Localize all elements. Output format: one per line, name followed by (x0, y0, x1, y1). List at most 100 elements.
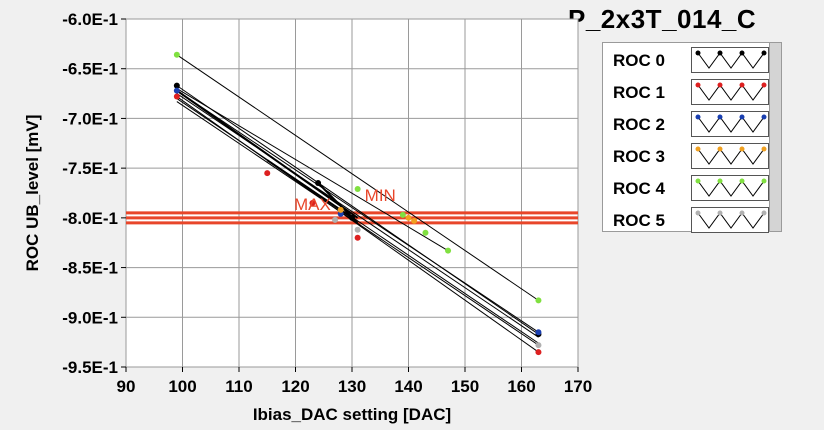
legend-label: ROC 1 (613, 83, 665, 102)
legend-label: ROC 5 (613, 211, 665, 230)
y-tick-label: -6.5E-1 (62, 60, 118, 79)
x-tick-label: 160 (507, 377, 535, 396)
legend-scrollbar[interactable] (769, 43, 781, 231)
series-line (176, 89, 359, 219)
legend-swatch (691, 111, 769, 137)
legend-marker (717, 178, 723, 184)
legend-label: ROC 0 (613, 51, 665, 70)
legend-swatch-graphic (695, 114, 767, 133)
legend-line (697, 148, 765, 165)
legend-swatch-graphic (695, 82, 767, 101)
legend: ROC 0 ROC 1 ROC 2 ROC 3 ROC 4 ROC 5 (602, 42, 782, 235)
legend-marker (739, 114, 745, 120)
plot-area: MAX MIN (125, 18, 579, 368)
legend-marker (695, 178, 701, 184)
legend-item[interactable]: ROC 3 (603, 141, 771, 171)
y-tick-label: -7.0E-1 (62, 109, 118, 128)
legend-swatch (691, 79, 769, 105)
legend-marker (695, 114, 701, 120)
legend-marker (717, 146, 723, 152)
legend-item[interactable]: ROC 1 (603, 77, 771, 107)
data-point (399, 211, 406, 218)
x-axis-title: Ibias_DAC setting [DAC] (253, 405, 451, 424)
data-point (173, 82, 180, 89)
legend-marker (695, 82, 701, 88)
data-point (411, 217, 418, 224)
legend-line (697, 52, 765, 69)
y-tick-label: -8.0E-1 (62, 209, 118, 228)
legend-line (697, 84, 765, 101)
legend-marker (739, 210, 745, 216)
x-axis: 90 100 110 120 130 140 150 160 170 (117, 367, 592, 396)
x-tick-label: 90 (117, 377, 136, 396)
data-point (264, 170, 271, 177)
data-point (422, 229, 429, 236)
y-tick-label: -7.5E-1 (62, 159, 118, 178)
x-tick-label: 100 (168, 377, 196, 396)
legend-marker (739, 178, 745, 184)
legend-marker (739, 82, 745, 88)
legend-marker (739, 50, 745, 56)
data-point (535, 329, 542, 336)
x-tick-label: 150 (451, 377, 479, 396)
legend-marker (761, 114, 767, 120)
data-point (354, 186, 361, 193)
y-axis: -6.0E-1 -6.5E-1 -7.0E-1 -7.5E-1 -8.0E-1 -8.5E… (62, 10, 126, 377)
legend-swatch (691, 47, 769, 73)
y-axis-title: ROC UB_level [mV] (23, 115, 42, 272)
legend-line (697, 212, 765, 229)
legend-marker (717, 50, 723, 56)
data-point (535, 342, 542, 349)
data-point (173, 87, 180, 94)
legend-marker (761, 82, 767, 88)
series-line (176, 88, 449, 252)
legend-item[interactable]: ROC 2 (603, 109, 771, 139)
data-point (445, 247, 452, 254)
legend-item[interactable]: ROC 0 (603, 45, 771, 75)
chart-title: P_2x3T_014_C (568, 4, 757, 34)
series-line (266, 159, 353, 219)
x-tick-label: 130 (338, 377, 366, 396)
legend-marker (739, 146, 745, 152)
y-tick-label: -9.5E-1 (62, 358, 118, 377)
data-point (405, 214, 412, 221)
x-tick-label: 110 (225, 377, 252, 396)
data-point (349, 214, 355, 221)
data-point (354, 226, 361, 233)
legend-label: ROC 2 (613, 115, 665, 134)
legend-label: ROC 3 (613, 147, 665, 166)
legend-marker (761, 50, 767, 56)
legend-line (697, 180, 765, 197)
series-line (176, 90, 539, 333)
legend-marker (695, 146, 701, 152)
legend-item[interactable]: ROC 5 (603, 205, 771, 235)
data-point (173, 93, 180, 100)
data-point (332, 216, 339, 223)
legend-swatch (691, 175, 769, 201)
x-tick-label: 140 (394, 377, 422, 396)
legend-line (697, 116, 765, 133)
legend-marker (761, 210, 767, 216)
x-tick-label: 170 (564, 377, 592, 396)
legend-marker (695, 210, 701, 216)
annotation-label: MAX (294, 195, 331, 214)
x-tick-label: 120 (281, 377, 309, 396)
y-tick-label: -6.0E-1 (62, 10, 118, 29)
series-line (176, 96, 539, 353)
legend-swatch-graphic (695, 178, 767, 197)
legend-item[interactable]: ROC 4 (603, 173, 771, 203)
data-point (337, 206, 344, 213)
legend-marker (761, 146, 767, 152)
data-point (535, 349, 542, 356)
series-line (176, 85, 539, 335)
y-tick-label: -8.5E-1 (62, 259, 118, 278)
legend-swatch-graphic (695, 146, 767, 165)
series-line (176, 101, 539, 346)
data-point (535, 297, 542, 304)
data-point (354, 234, 361, 241)
series-line (176, 54, 539, 301)
legend-marker (717, 210, 723, 216)
legend-marker (717, 82, 723, 88)
data-point (309, 199, 316, 206)
